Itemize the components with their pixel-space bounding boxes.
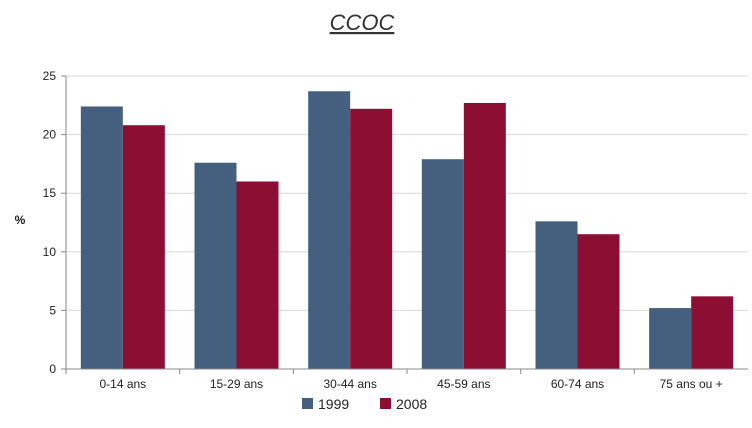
x-tick-label-5: 75 ans ou + xyxy=(660,377,723,391)
gridlines xyxy=(66,75,748,370)
chart-title: CCOC xyxy=(330,10,395,35)
legend-label-2008: 2008 xyxy=(396,396,427,412)
legend-swatch-1999 xyxy=(302,398,313,409)
axes: 0 5 10 15 20 25 0-14 ans 15-29 ans 30-44 ans 45-5… xyxy=(43,69,748,391)
legend: 1999 2008 xyxy=(302,396,427,412)
bar-2008-1 xyxy=(236,181,279,369)
x-tick-label-4: 60-74 ans xyxy=(551,377,604,391)
y-tick-label-10: 10 xyxy=(43,245,57,259)
bar-2008-2 xyxy=(350,108,393,369)
bar-1999-5 xyxy=(649,308,692,369)
x-tick-label-0: 0-14 ans xyxy=(99,377,146,391)
y-tick-label-25: 25 xyxy=(43,69,57,83)
x-tick-label-3: 45-59 ans xyxy=(437,377,490,391)
bar-2008-0 xyxy=(122,125,165,369)
x-tick-label-2: 30-44 ans xyxy=(323,377,376,391)
bar-2008-5 xyxy=(691,296,734,369)
bar-1999-1 xyxy=(194,162,237,369)
legend-label-1999: 1999 xyxy=(318,396,349,412)
y-tick-label-20: 20 xyxy=(43,128,57,142)
bar-2008-4 xyxy=(577,234,620,369)
bar-1999-0 xyxy=(80,106,123,370)
bar-1999-3 xyxy=(421,159,464,369)
bar-1999-2 xyxy=(308,91,351,370)
y-tick-label-0: 0 xyxy=(49,362,56,376)
x-tick-label-1: 15-29 ans xyxy=(210,377,263,391)
bars xyxy=(80,91,734,370)
bar-1999-4 xyxy=(535,221,578,369)
bar-2008-3 xyxy=(463,102,506,370)
y-tick-label-5: 5 xyxy=(49,303,56,317)
y-tick-label-15: 15 xyxy=(43,186,57,200)
legend-swatch-2008 xyxy=(380,398,391,409)
y-axis-title: % xyxy=(15,213,26,227)
